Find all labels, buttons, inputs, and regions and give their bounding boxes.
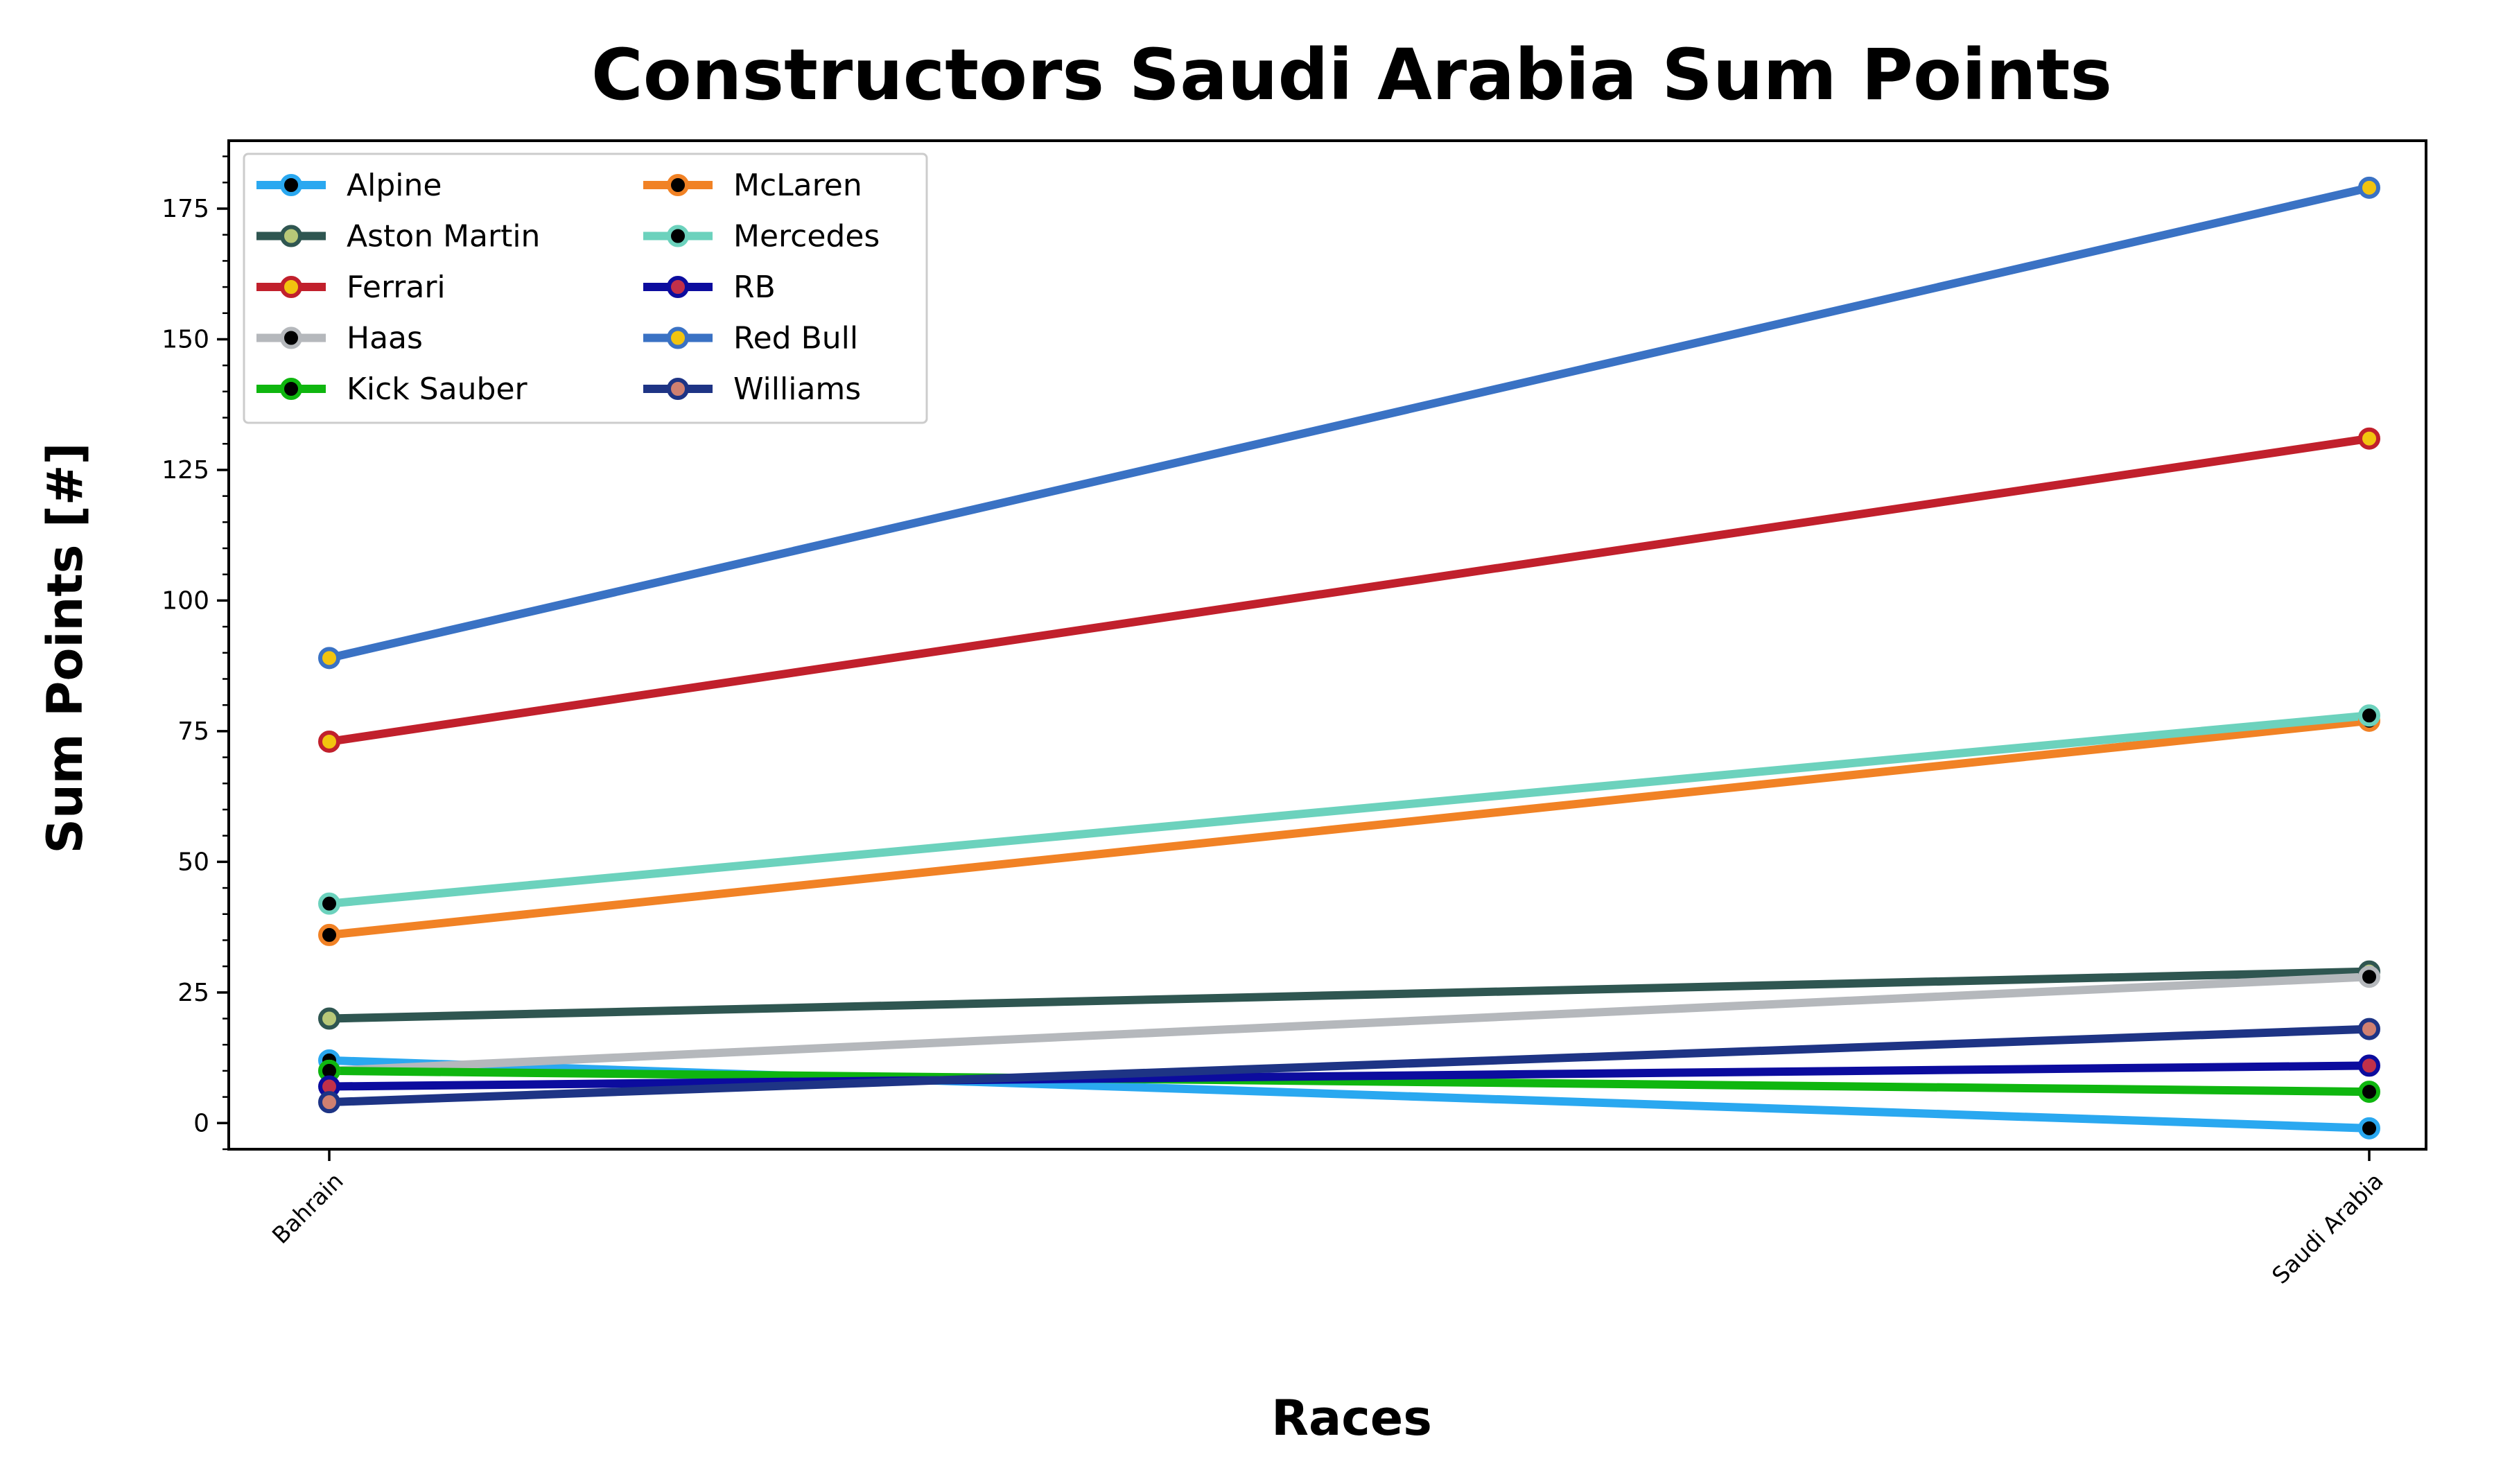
series-line [329, 1024, 2370, 1107]
x-tick-label: Saudi Arabia [2267, 1167, 2389, 1289]
data-point [318, 923, 340, 946]
y-tick-label: 175 [162, 195, 209, 223]
plot-area: 0 25 50 75 100 125 150 175 Bahrain Saudi Arabia [162, 139, 2427, 1289]
data-point [318, 1007, 340, 1030]
data-point [2358, 1117, 2380, 1140]
legend-frame [243, 152, 928, 424]
legend-label: Williams [733, 372, 861, 407]
y-tick-label: 50 [177, 848, 209, 876]
series-line [329, 434, 2370, 746]
x-tick-label: Bahrain [267, 1167, 349, 1249]
series-line [329, 1066, 2370, 1097]
data-point [2358, 1018, 2380, 1040]
y-tick-label: 0 [193, 1109, 209, 1137]
legend: Alpine Aston Martin Ferrari Haas Kick Sauber… [243, 152, 928, 424]
legend-label: Haas [347, 321, 423, 356]
series-line [329, 972, 2370, 1075]
data-point [2358, 176, 2380, 199]
y-tick-label: 75 [177, 717, 209, 746]
y-tick-label: 100 [162, 586, 209, 615]
y-axis-title: Sum Points [#] [37, 443, 94, 854]
data-point [318, 1091, 340, 1114]
series-line [329, 711, 2370, 908]
series-line [329, 967, 2370, 1023]
legend-swatch-marker [280, 276, 302, 298]
data-point [318, 647, 340, 670]
data-point [2358, 427, 2380, 450]
plot-frame [227, 139, 2427, 1151]
legend-swatch-marker [280, 174, 302, 196]
legend-label: Aston Martin [347, 219, 540, 254]
y-tick-label: 150 [162, 325, 209, 353]
legend-swatch-marker [280, 225, 302, 247]
legend-swatch-marker [667, 174, 689, 196]
legend-label: McLaren [733, 168, 862, 203]
legend-swatch-marker [667, 225, 689, 247]
legend-label: Alpine [347, 168, 442, 203]
data-point [318, 892, 340, 915]
legend-label: Kick Sauber [347, 372, 528, 407]
legend-swatch-marker [667, 378, 689, 400]
series-line [328, 184, 2371, 663]
legend-label: Red Bull [733, 321, 858, 356]
data-point [2358, 1054, 2380, 1077]
legend-swatch-marker [280, 378, 302, 400]
data-point [2358, 966, 2380, 988]
legend-label: Mercedes [733, 219, 880, 254]
data-point [2358, 1081, 2380, 1103]
chart-title: Constructors Saudi Arabia Sum Points [591, 34, 2112, 116]
series-line [329, 716, 2370, 939]
series-line [329, 1061, 2370, 1091]
legend-label: RB [733, 270, 776, 305]
legend-label: Ferrari [347, 270, 446, 305]
legend-swatch-marker [667, 276, 689, 298]
y-tick-label: 25 [177, 979, 209, 1007]
legend-swatch-marker [667, 326, 689, 349]
data-point [318, 730, 340, 753]
data-point [2358, 704, 2380, 727]
legend-swatch-marker [280, 326, 302, 349]
x-axis-title: Races [1271, 1390, 1432, 1447]
y-tick-label: 125 [162, 456, 209, 485]
